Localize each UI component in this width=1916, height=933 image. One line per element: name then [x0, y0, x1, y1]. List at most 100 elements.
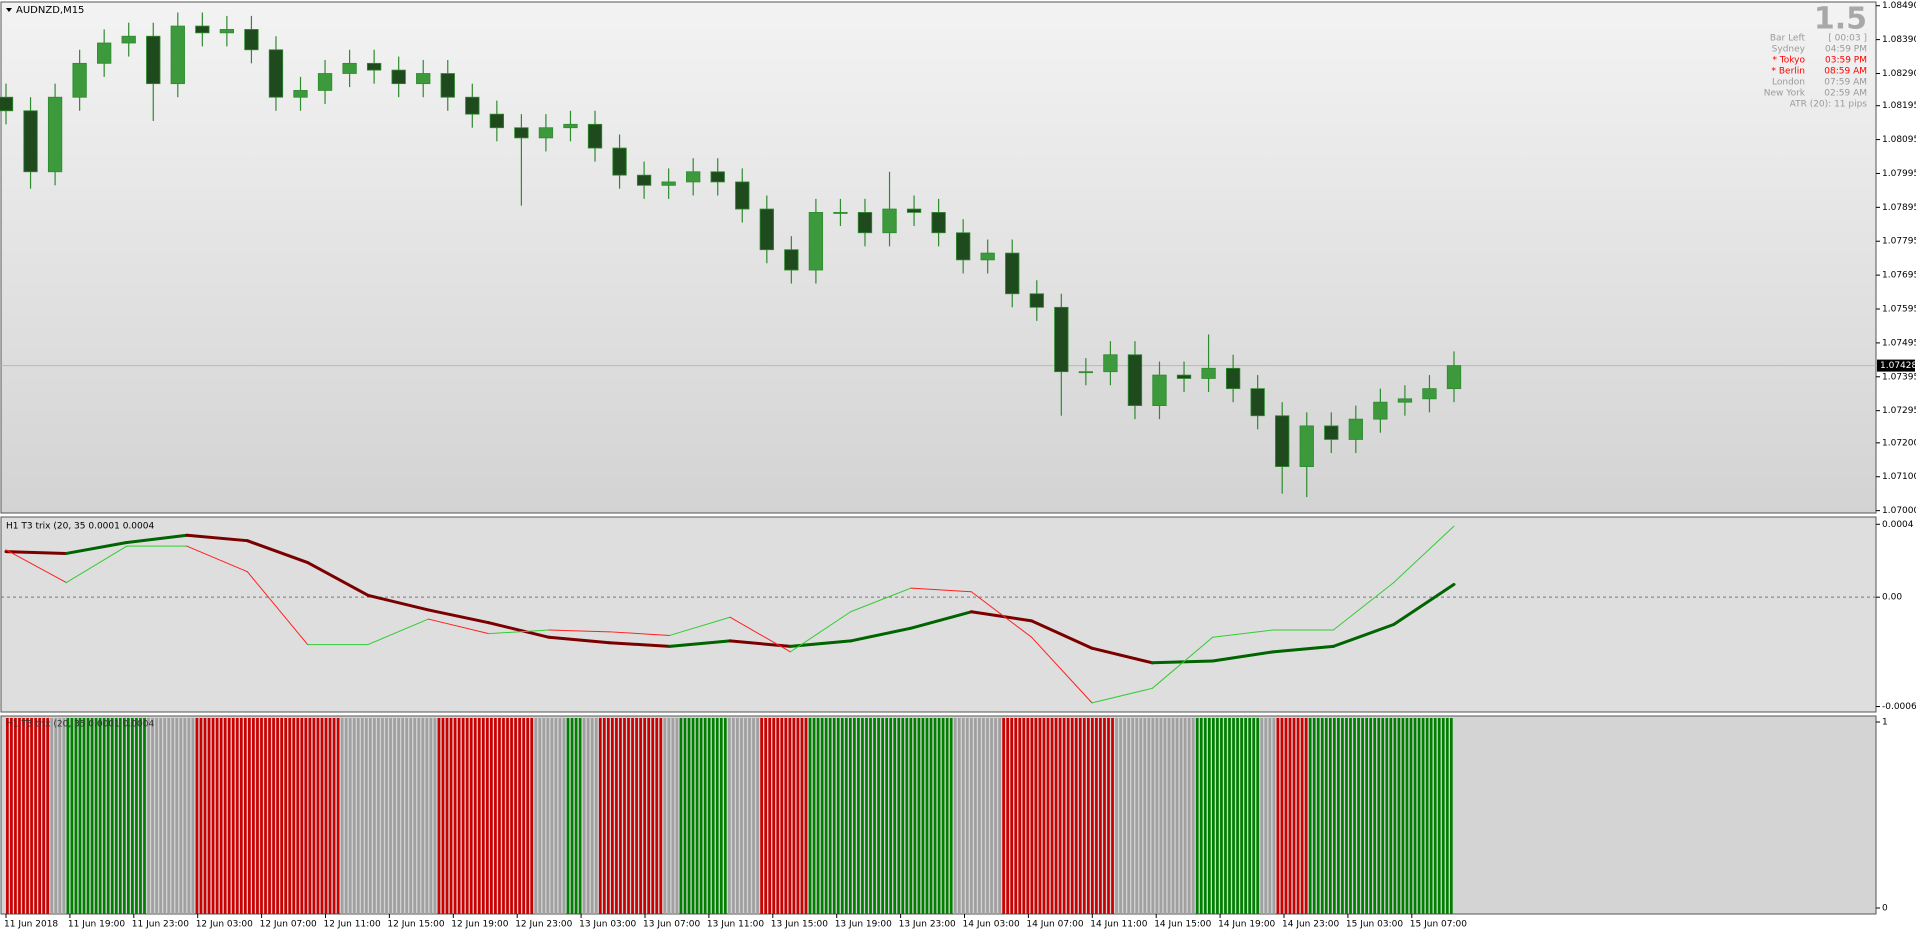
histogram-bar	[1002, 718, 1005, 914]
histogram-bar	[449, 718, 453, 914]
x-tick-label: 12 Jun 07:00	[260, 920, 317, 930]
histogram-bar	[131, 718, 134, 914]
histogram-bar	[554, 718, 558, 914]
trix-line-segment	[547, 635, 611, 645]
candle-body	[1324, 425, 1339, 440]
histogram-bar	[1111, 718, 1114, 914]
histogram-bar	[38, 718, 42, 914]
trix-line-segment	[125, 533, 189, 545]
histogram-bar	[619, 718, 622, 914]
histogram-bar	[127, 718, 130, 914]
candle-body	[121, 35, 136, 44]
histogram-bar	[752, 718, 755, 914]
x-tick-label: 14 Jun 15:00	[1154, 920, 1211, 930]
histogram-bar	[994, 718, 997, 914]
trix-line-segment	[1090, 646, 1154, 665]
histogram-bar	[118, 718, 122, 914]
candle-body	[1422, 388, 1437, 400]
candle-body	[514, 127, 529, 139]
histogram-bar	[732, 718, 735, 914]
histogram-bar	[1211, 718, 1215, 914]
histogram-bar	[1006, 718, 1010, 914]
histogram-bar	[933, 718, 937, 914]
histogram-bar	[360, 718, 364, 914]
histogram-bar	[510, 718, 513, 914]
histogram-bar	[776, 718, 780, 914]
trix-line-segment	[729, 616, 791, 653]
y-tick-label: 0.0004	[1882, 520, 1914, 530]
histogram-bar	[405, 718, 409, 914]
histogram-bar	[429, 718, 433, 914]
candle-body	[735, 181, 750, 210]
histogram-bar	[143, 718, 146, 914]
histogram-bar	[1103, 718, 1106, 914]
histogram-bar	[865, 718, 868, 914]
histogram-bar	[1030, 718, 1034, 914]
histogram-bar	[1062, 718, 1066, 914]
candle-body	[1348, 418, 1363, 440]
info-value: 04:59 PM	[1825, 45, 1867, 55]
trix-line-segment	[850, 587, 912, 613]
y-tick-label: 1.07795	[1882, 237, 1916, 247]
histogram-bar	[151, 718, 154, 914]
x-tick-label: 15 Jun 07:00	[1410, 920, 1467, 930]
histogram-bar	[1337, 718, 1340, 914]
histogram-bar	[1090, 718, 1094, 914]
histogram-bar	[812, 718, 816, 914]
histogram-bar	[1328, 718, 1332, 914]
histogram-bar	[707, 718, 711, 914]
trix-line-segment	[910, 587, 972, 593]
histogram-bar	[163, 718, 167, 914]
candle-body	[563, 123, 578, 129]
histogram-bar	[481, 718, 485, 914]
y-tick-label: 1.08290	[1882, 69, 1916, 79]
histogram-bar	[1135, 718, 1139, 914]
histogram-bar	[300, 718, 304, 914]
histogram-bar	[1268, 718, 1272, 914]
histogram-bar	[1187, 718, 1191, 914]
x-tick-label: 13 Jun 11:00	[707, 920, 764, 930]
histogram-bar	[465, 718, 469, 914]
candle-body	[1373, 401, 1388, 420]
histogram-bar	[34, 718, 37, 914]
symbol-dropdown-icon[interactable]	[6, 8, 12, 12]
histogram-bar	[453, 718, 457, 914]
x-tick-label: 15 Jun 03:00	[1346, 920, 1403, 930]
histogram-bar	[1409, 718, 1413, 914]
trix-line-segment	[969, 610, 1034, 623]
candle-body	[906, 208, 922, 213]
histogram-bar	[94, 718, 98, 914]
histogram-bar	[14, 718, 17, 914]
histogram-bar	[1272, 718, 1276, 914]
histogram-bar	[502, 718, 505, 914]
histogram-bar	[485, 718, 489, 914]
x-tick-label: 11 Jun 19:00	[68, 920, 125, 930]
histogram-bar	[498, 718, 501, 914]
histogram-bar	[530, 718, 534, 914]
histogram-bar	[820, 718, 824, 914]
last-price-label: 1.07428	[1880, 361, 1916, 371]
candle-body	[587, 123, 603, 149]
histogram-bar	[364, 718, 368, 914]
histogram-bar	[695, 718, 699, 914]
histogram-bar	[1381, 718, 1385, 914]
histogram-bar	[1365, 718, 1368, 914]
histogram-bar	[522, 718, 526, 914]
histogram-bar	[538, 718, 542, 914]
histogram-bar	[1304, 718, 1308, 914]
candle-body	[1299, 425, 1314, 467]
histogram-bar	[546, 718, 550, 914]
histogram-bar	[1248, 718, 1252, 914]
x-tick-label: 13 Jun 03:00	[579, 920, 636, 930]
trix-line-segment	[1332, 582, 1395, 631]
histogram-bar	[1232, 718, 1235, 914]
histogram-bar	[691, 718, 695, 914]
histogram-bar	[542, 718, 546, 914]
histogram-bar	[54, 718, 58, 914]
y-tick-label: 1.07595	[1882, 305, 1916, 315]
histogram-bar	[82, 718, 86, 914]
histogram-bar	[199, 718, 203, 914]
x-tick-label: 14 Jun 19:00	[1218, 920, 1275, 930]
candle-body	[317, 73, 333, 91]
y-tick-label: 1.08195	[1882, 101, 1916, 111]
